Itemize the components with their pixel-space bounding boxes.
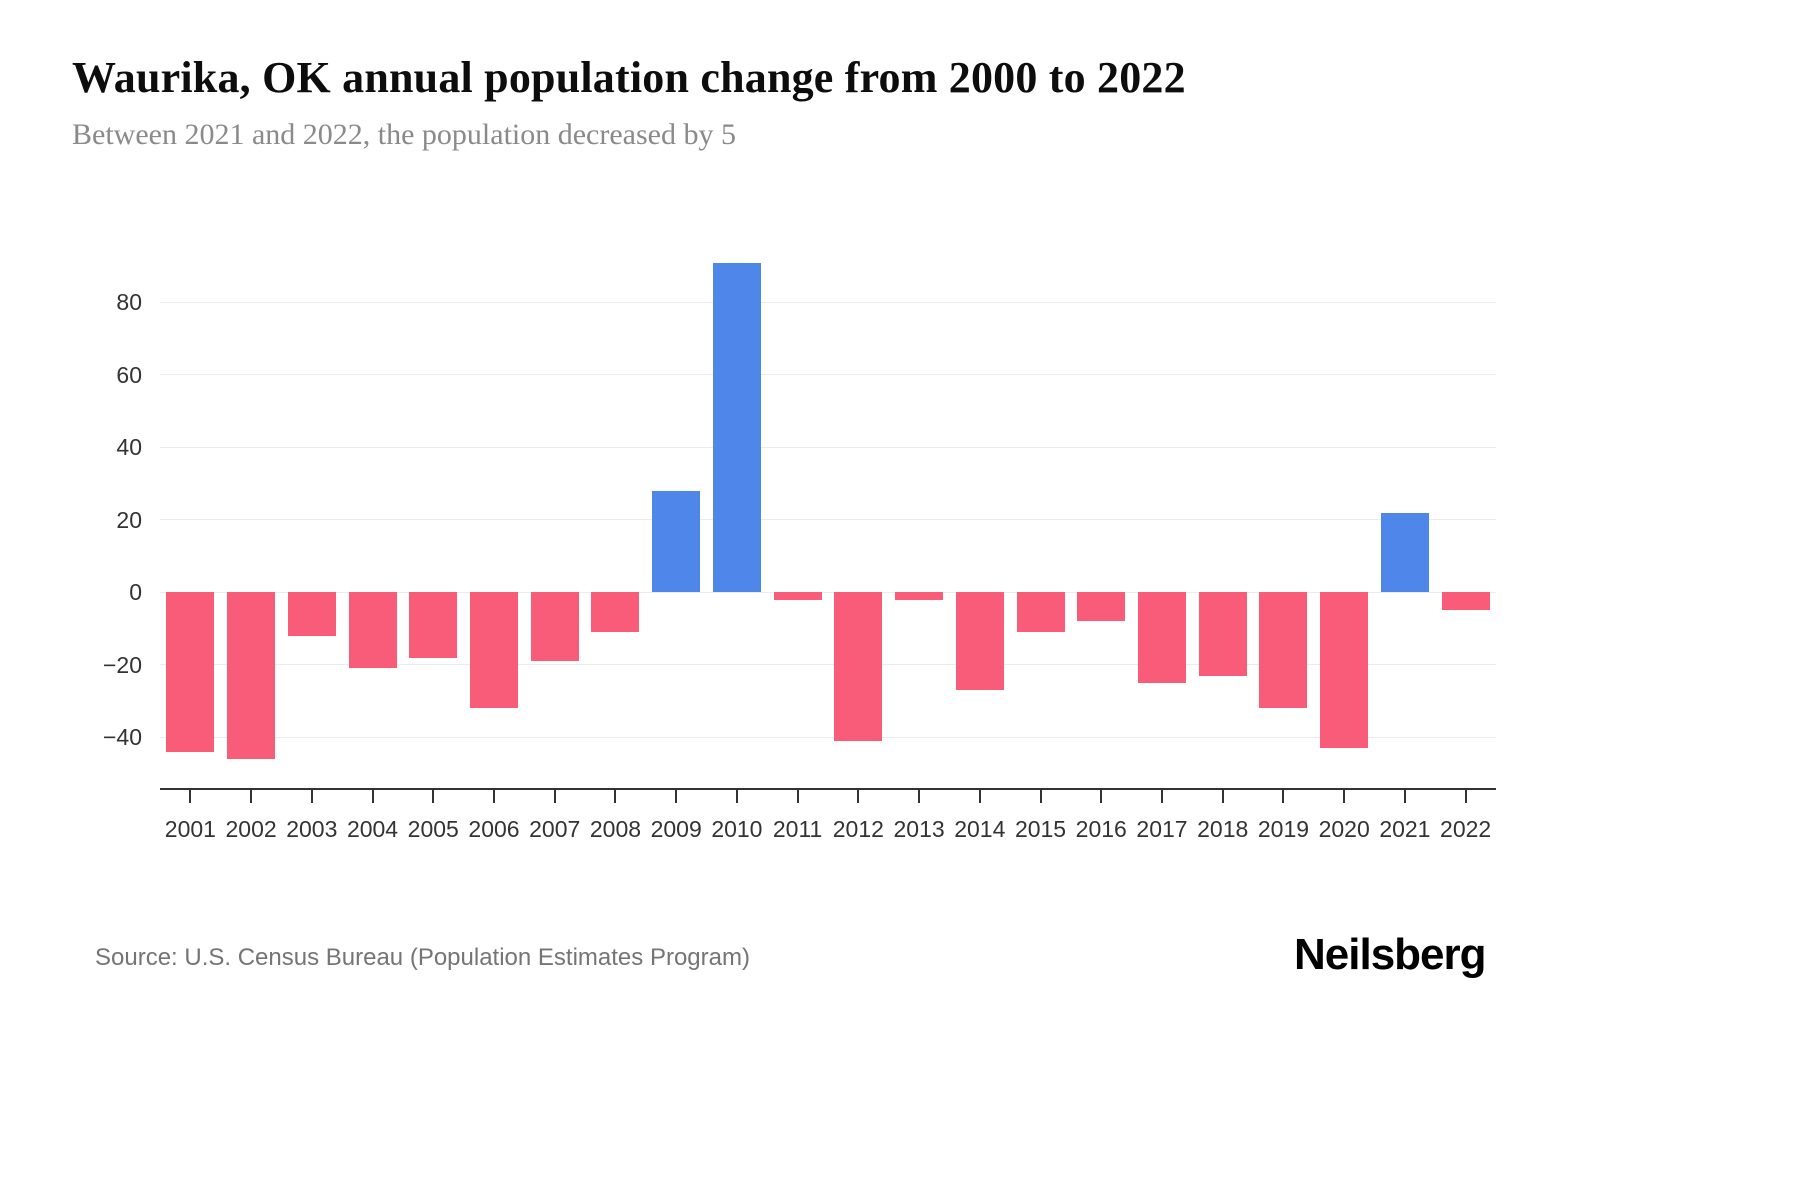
bar-2007 [531, 592, 579, 662]
bar-2020 [1320, 592, 1368, 749]
y-axis-tick-label: 60 [116, 361, 142, 388]
x-axis-tick [918, 790, 921, 803]
y-axis-tick-label: 0 [129, 579, 142, 606]
bar-2014 [956, 592, 1004, 691]
x-axis-tick-label: 2011 [772, 816, 823, 842]
x-axis-tick-label: 2013 [893, 816, 945, 842]
x-axis-tick-label: 2015 [1014, 816, 1067, 842]
x-axis-tick [614, 790, 617, 803]
bar-2006 [470, 592, 518, 709]
x-axis-tick [1100, 790, 1103, 803]
x-axis-tick [1282, 790, 1285, 803]
bar-2002 [227, 592, 275, 759]
y-axis-tick-label: 80 [116, 289, 142, 316]
x-axis-tick-label: 2006 [468, 816, 520, 842]
x-axis-tick [1039, 790, 1042, 803]
x-axis-tick-label: 2004 [346, 816, 399, 842]
bar-2019 [1259, 592, 1307, 709]
bar-2021 [1381, 512, 1429, 593]
gridline [160, 664, 1496, 666]
gridline [160, 519, 1496, 521]
x-axis-tick-label: 2008 [589, 816, 642, 842]
bar-2017 [1138, 592, 1186, 683]
bar-2013 [895, 592, 943, 600]
x-axis-tick [250, 790, 253, 803]
x-axis-tick-label: 2009 [650, 816, 702, 842]
bar-2004 [349, 592, 397, 669]
chart-subtitle: Between 2021 and 2022, the population de… [72, 118, 736, 151]
x-axis-tick [1161, 790, 1163, 803]
bar-2003 [288, 592, 336, 636]
x-axis-tick [189, 790, 192, 803]
neilsberg-logo: Neilsberg [1294, 930, 1487, 979]
x-axis-tick-label: 2020 [1318, 816, 1370, 842]
x-axis-tick-label: 2018 [1197, 816, 1249, 842]
bar-2018 [1199, 592, 1247, 676]
bar-2010 [713, 262, 761, 593]
x-axis-tick [796, 790, 799, 803]
x-axis-tick-label: 2017 [1136, 816, 1188, 842]
y-axis-tick-label: 20 [116, 506, 142, 533]
gridline [160, 374, 1496, 376]
x-axis-tick [735, 790, 738, 803]
bar-2011 [774, 592, 822, 600]
x-axis-tick-label: 2012 [832, 816, 884, 842]
bar-2009 [652, 490, 700, 593]
x-axis-tick [1221, 790, 1224, 803]
y-axis-tick-label: −20 [102, 651, 142, 678]
gridline [160, 446, 1496, 448]
x-axis-tick [1464, 790, 1467, 803]
bar-2001 [166, 592, 214, 752]
x-axis-tick-label: 2002 [225, 816, 277, 842]
x-axis-tick [857, 790, 860, 803]
x-axis-tick [553, 790, 556, 803]
x-axis-tick [493, 790, 495, 803]
x-axis-tick-label: 2010 [711, 816, 763, 842]
x-axis-tick-label: 2014 [954, 816, 1006, 842]
x-axis-tick [1343, 790, 1346, 803]
bar-2015 [1017, 592, 1065, 633]
x-axis-tick-label: 2005 [407, 816, 459, 842]
x-axis-tick [978, 790, 981, 803]
x-axis-tick-label: 2016 [1075, 816, 1127, 842]
x-axis-tick-label: 2019 [1257, 816, 1310, 842]
y-axis-tick-label: 40 [116, 434, 142, 461]
x-axis-tick-label: 2021 [1379, 816, 1431, 842]
x-axis-tick-label: 2022 [1440, 816, 1492, 842]
bar-2022 [1442, 592, 1490, 611]
plot-area: −40 −20 0 20 40 60 80 2001 2002 2003 2004 2005 2006 2… [103, 230, 1496, 842]
gridline [160, 591, 1496, 593]
x-axis-tick [432, 790, 435, 803]
x-axis-tick [310, 790, 313, 803]
gridline [160, 736, 1496, 738]
bar-2008 [591, 592, 639, 633]
x-axis-tick [675, 790, 678, 803]
x-axis-tick-label: 2007 [529, 816, 581, 842]
x-axis-tick [1403, 790, 1406, 803]
bar-2005 [409, 592, 457, 658]
gridline [160, 301, 1496, 303]
y-axis-tick-label: −40 [102, 724, 142, 751]
source-text: Source: U.S. Census Bureau (Population E… [95, 944, 750, 971]
x-axis-tick-label: 2003 [286, 816, 338, 842]
chart-title: Waurika, OK annual population change fro… [72, 53, 1186, 102]
bar-2012 [834, 592, 882, 741]
x-axis-tick-label: 2001 [164, 816, 216, 842]
x-axis-tick [371, 790, 374, 803]
bar-2016 [1077, 592, 1125, 622]
